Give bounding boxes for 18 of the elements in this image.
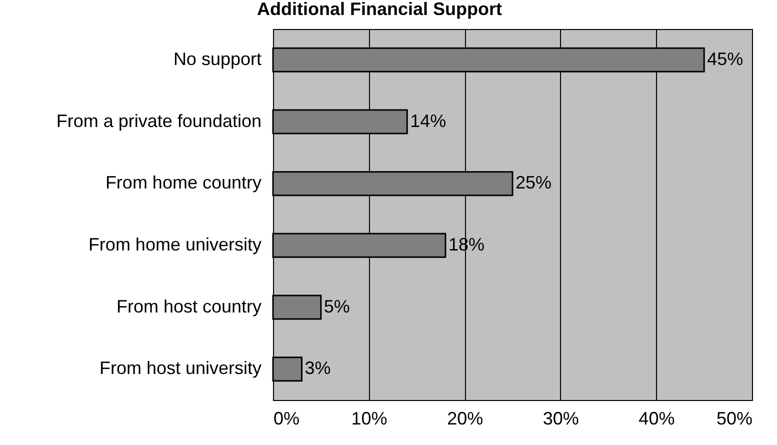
y-tick-label: From host university — [99, 358, 262, 378]
data-label: 45% — [707, 48, 744, 69]
y-tick-label: From home country — [105, 172, 262, 193]
y-tick-label: From host country — [116, 296, 262, 316]
x-tick-label: 0% — [274, 408, 300, 428]
data-label: 14% — [410, 110, 446, 131]
data-label: 5% — [324, 296, 350, 316]
chart-title: Additional Financial Support — [257, 0, 502, 19]
x-tick-label: 10% — [351, 408, 388, 428]
x-tick-label: 50% — [716, 408, 752, 428]
x-tick-label: 30% — [542, 408, 579, 428]
x-tick-label: 40% — [638, 408, 675, 428]
data-label: 3% — [304, 358, 331, 378]
y-tick-label: From home university — [88, 234, 262, 254]
y-tick-label: No support — [173, 48, 262, 69]
x-tick-label: 20% — [447, 408, 484, 428]
data-label: 25% — [516, 172, 552, 193]
y-tick-label: From a private foundation — [56, 110, 262, 131]
